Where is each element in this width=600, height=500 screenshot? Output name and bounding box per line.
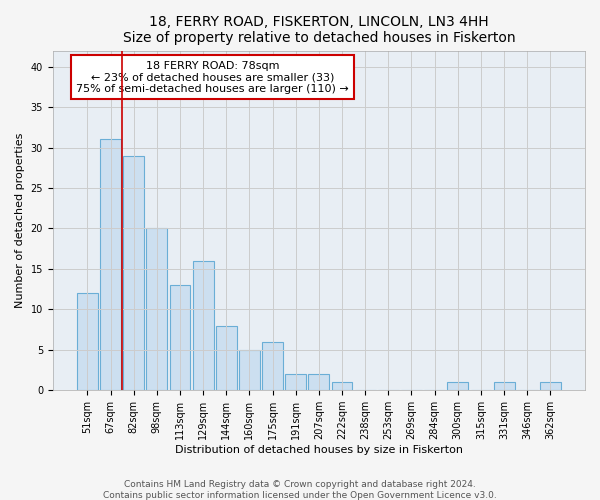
Bar xyxy=(193,261,214,390)
Bar xyxy=(77,293,98,390)
Bar xyxy=(123,156,144,390)
Bar xyxy=(494,382,515,390)
Bar xyxy=(146,228,167,390)
Y-axis label: Number of detached properties: Number of detached properties xyxy=(15,132,25,308)
Text: Contains HM Land Registry data © Crown copyright and database right 2024.
Contai: Contains HM Land Registry data © Crown c… xyxy=(103,480,497,500)
Bar xyxy=(216,326,237,390)
Bar xyxy=(448,382,468,390)
Bar xyxy=(332,382,352,390)
Bar xyxy=(239,350,260,390)
Bar xyxy=(286,374,306,390)
Text: 18 FERRY ROAD: 78sqm
← 23% of detached houses are smaller (33)
75% of semi-detac: 18 FERRY ROAD: 78sqm ← 23% of detached h… xyxy=(76,60,349,94)
Bar xyxy=(308,374,329,390)
X-axis label: Distribution of detached houses by size in Fiskerton: Distribution of detached houses by size … xyxy=(175,445,463,455)
Title: 18, FERRY ROAD, FISKERTON, LINCOLN, LN3 4HH
Size of property relative to detache: 18, FERRY ROAD, FISKERTON, LINCOLN, LN3 … xyxy=(122,15,515,45)
Bar xyxy=(262,342,283,390)
Bar xyxy=(540,382,561,390)
Bar xyxy=(170,285,190,390)
Bar xyxy=(100,140,121,390)
